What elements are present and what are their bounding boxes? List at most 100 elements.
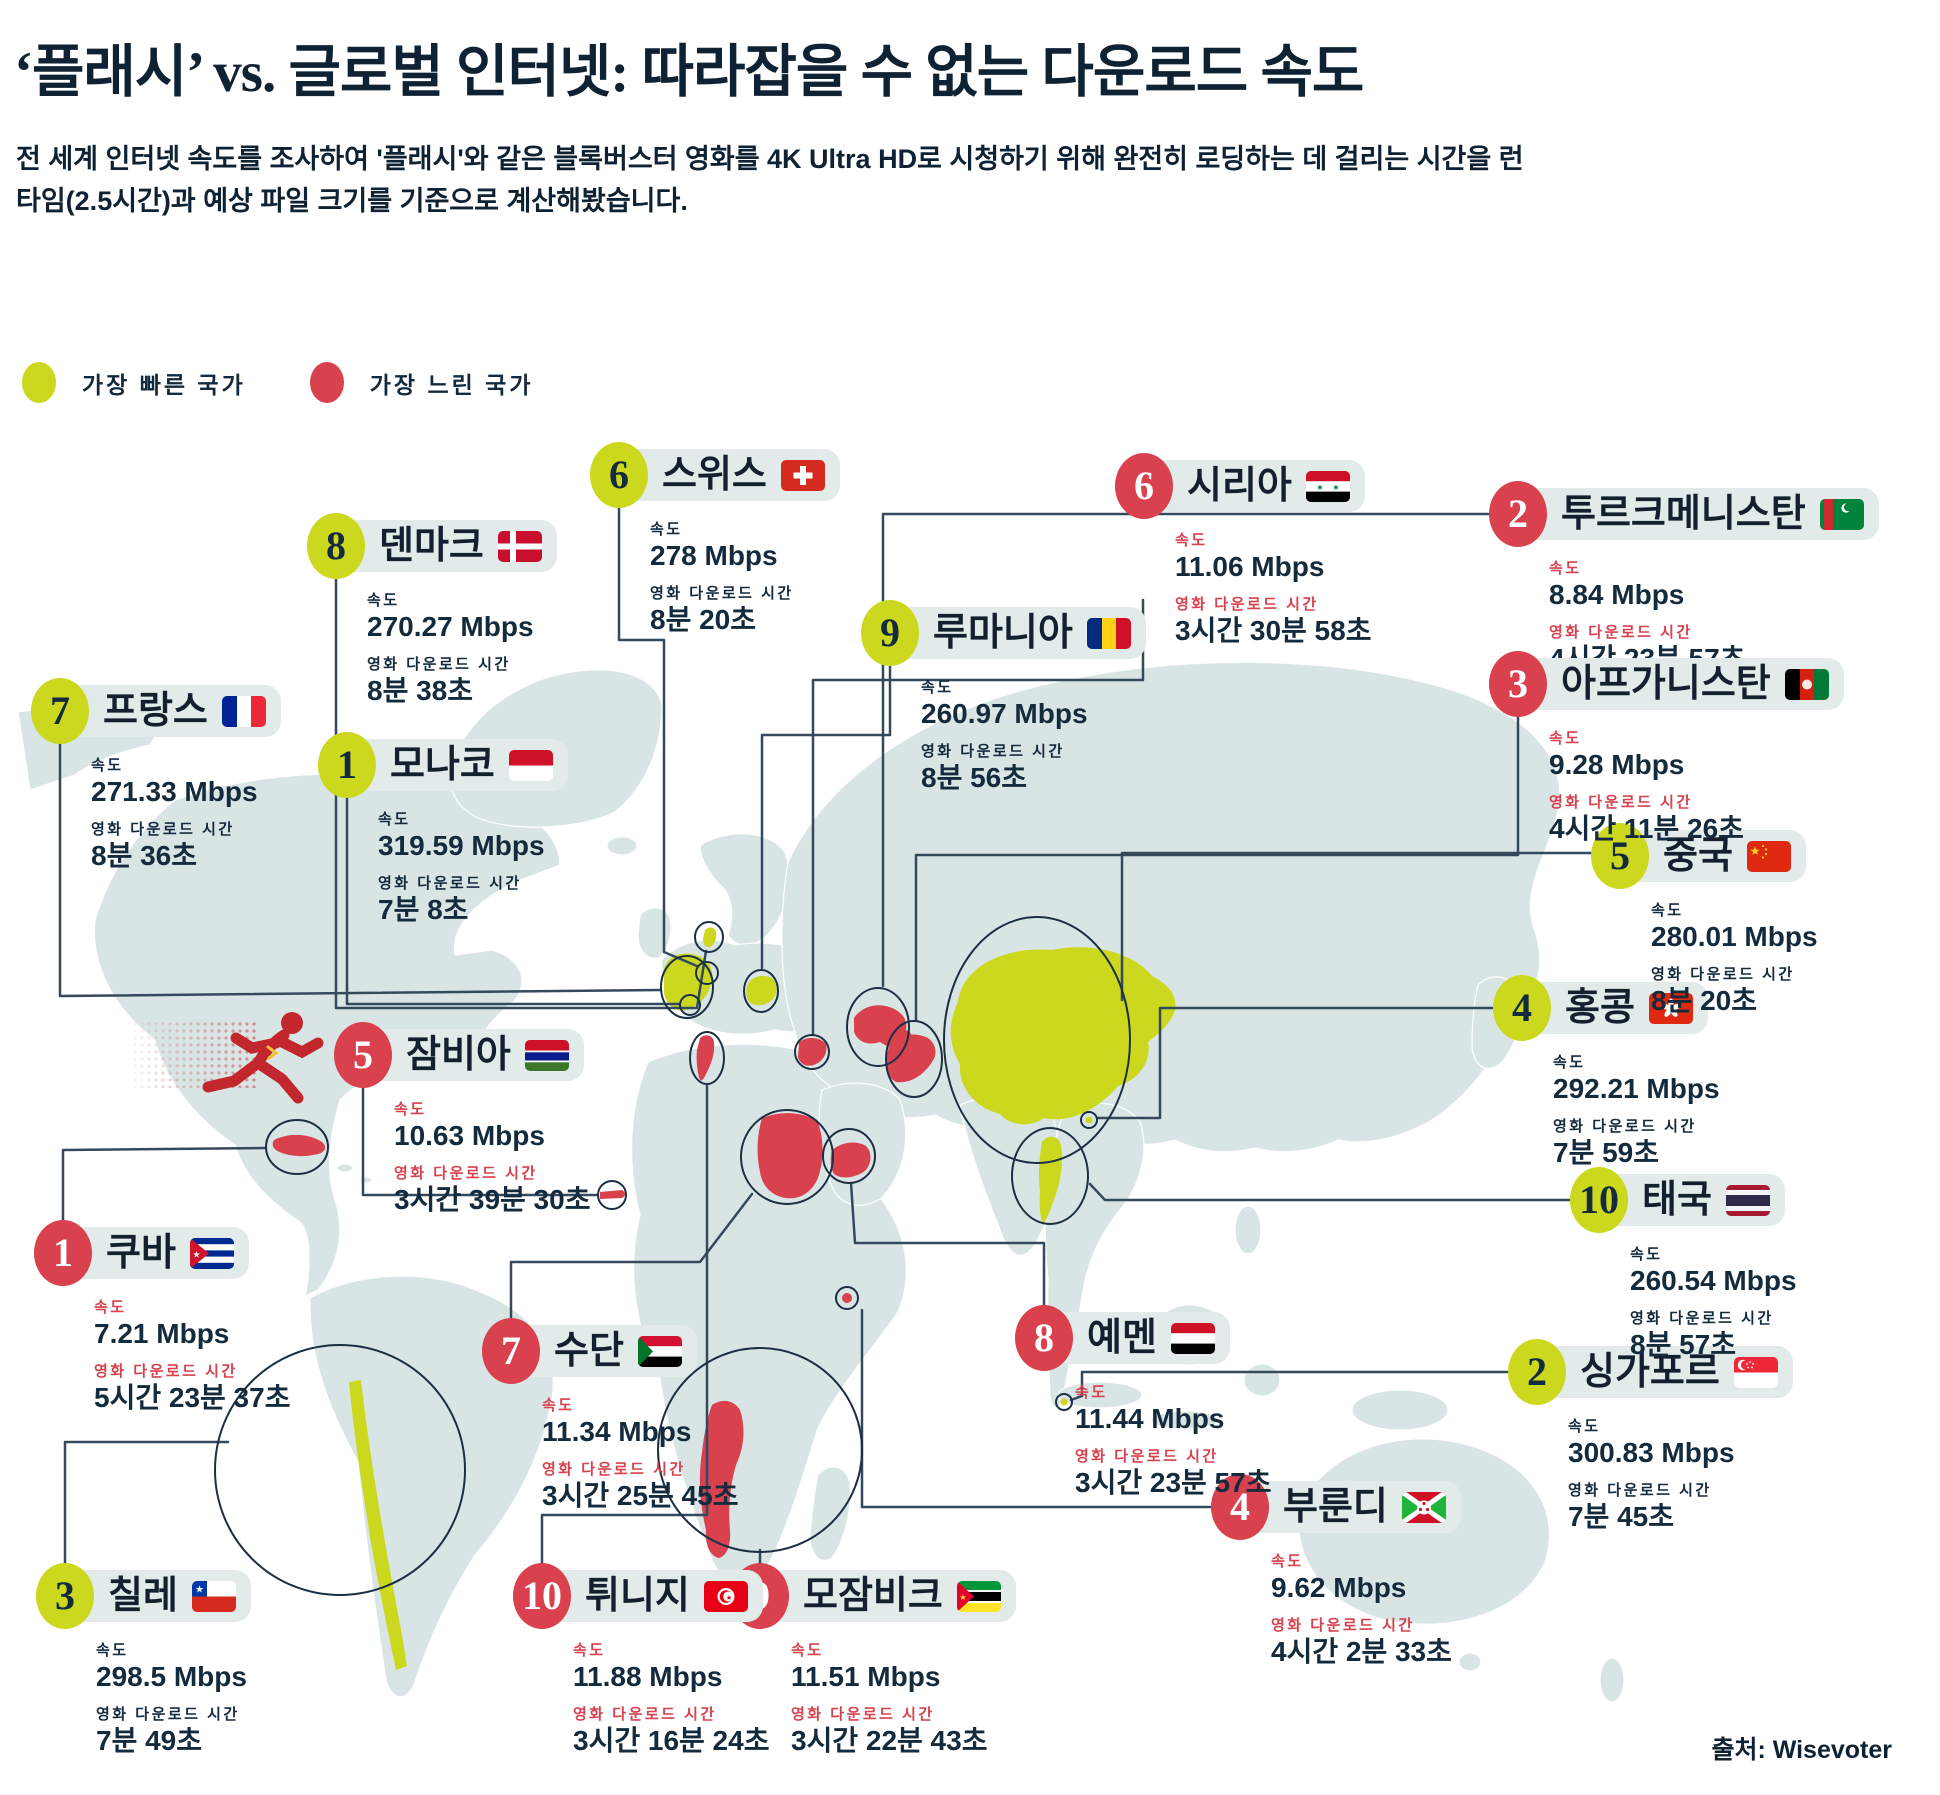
- speed-value: 11.44 Mbps: [1075, 1403, 1225, 1434]
- callout-body: 속도 11.06 Mbps 영화 다운로드 시간 3시간 30분 58초: [1175, 529, 1371, 647]
- speed-value: 9.62 Mbps: [1271, 1572, 1407, 1603]
- romania-country-shape: [746, 975, 777, 1006]
- turkmenistan-connector-line: [881, 512, 1491, 988]
- callout-body: 속도 270.27 Mbps 영화 다운로드 시간 8분 38초: [367, 589, 557, 707]
- speed-label: 속도: [378, 811, 411, 828]
- legend: 가장 빠른 국가 가장 느린 국가: [22, 362, 534, 403]
- legend-item-slow: 가장 느린 국가: [309, 362, 534, 403]
- callout-body: 속도 7.21 Mbps 영화 다운로드 시간 5시간 23분 37초: [94, 1296, 290, 1414]
- svg-text:★: ★: [1750, 844, 1761, 858]
- rank-badge: 6: [590, 442, 648, 508]
- legend-slow-label: 가장 느린 국가: [369, 371, 534, 398]
- speed-label: 속도: [96, 1642, 129, 1659]
- callout-body: 속도 11.44 Mbps 영화 다운로드 시간 3시간 23분 57초: [1075, 1381, 1271, 1499]
- france-flag-icon: [221, 695, 266, 727]
- rank-number: 3: [55, 1573, 75, 1618]
- country-callout-cuba: 1 쿠바 ★ 속도 7.21 Mbps 영화 다운로드 시간 5시간 23분 37초: [34, 1220, 290, 1414]
- france-connector-line: [58, 742, 662, 998]
- speed-label: 속도: [94, 1299, 127, 1316]
- country-name: 모나코: [390, 744, 495, 786]
- gambia-connector-line: [361, 1086, 599, 1197]
- speed-value: 7.21 Mbps: [94, 1318, 230, 1349]
- monaco-flag-icon: [508, 749, 553, 781]
- country-pill: 잠비아: [358, 1029, 584, 1081]
- hongkong-connector-line: [1096, 1006, 1495, 1120]
- callout-body: 속도 11.88 Mbps 영화 다운로드 시간 3시간 16분 24초: [573, 1639, 769, 1757]
- country-pill: 튀니지 ★: [537, 1570, 763, 1622]
- download-time-label: 영화 다운로드 시간: [1553, 1117, 1697, 1135]
- speed-value: 260.97 Mbps: [921, 698, 1088, 729]
- rank-badge: 5: [1591, 823, 1649, 889]
- country-name: 부룬디: [1283, 1486, 1388, 1528]
- china-flag-icon: ★: [1746, 840, 1791, 872]
- legend-fast-label: 가장 빠른 국가: [82, 371, 246, 398]
- rank-number: 8: [326, 523, 346, 568]
- country-pill: 아프가니스탄: [1513, 658, 1844, 710]
- country-name: 홍콩: [1565, 987, 1635, 1029]
- download-time-label: 영화 다운로드 시간: [94, 1362, 238, 1380]
- callout-header: 3 아프가니스탄: [1489, 651, 1844, 717]
- svg-text:★: ★: [1332, 483, 1339, 492]
- callout-header: 1 쿠바 ★: [34, 1220, 290, 1286]
- thailand-flag-icon: [1725, 1184, 1770, 1216]
- switzerland-map-circle: [695, 961, 719, 985]
- callout-body: 속도 260.97 Mbps 영화 다운로드 시간 8분 56초: [921, 676, 1146, 794]
- country-name: 아프가니스탄: [1561, 663, 1771, 705]
- rank-number: 7: [50, 688, 70, 733]
- callout-body: 속도 10.63 Mbps 영화 다운로드 시간 3시간 39분 30초: [394, 1098, 590, 1216]
- country-pill: 투르크메니스탄: [1513, 488, 1879, 540]
- slow-legend-dot-icon: [309, 362, 344, 403]
- callout-body: 속도 280.01 Mbps 영화 다운로드 시간 8분 20초: [1651, 899, 1818, 1017]
- speed-value: 278 Mbps: [650, 540, 778, 571]
- callout-header: 2 투르크메니스탄: [1489, 481, 1879, 547]
- download-time-value: 8분 20초: [650, 603, 757, 635]
- download-time-value: 7분 59초: [1553, 1136, 1660, 1168]
- rank-badge: 3: [1489, 651, 1547, 717]
- cuba-flag-icon: ★: [189, 1237, 234, 1269]
- switzerland-connector-line: [617, 506, 699, 968]
- turkmenistan-map-circle: [846, 987, 910, 1067]
- country-callout-thailand: 10 태국 속도 260.54 Mbps 영화 다운로드 시간 8분 57초: [1570, 1167, 1797, 1361]
- country-callout-afghanistan: 3 아프가니스탄 속도 9.28 Mbps 영화 다운로드 시간 4시간 11분 26초: [1489, 651, 1844, 845]
- rank-number: 7: [501, 1328, 521, 1373]
- hongkong-flag-icon: [1648, 992, 1693, 1024]
- speed-value: 11.51 Mbps: [791, 1661, 941, 1692]
- download-time-value: 8분 36초: [91, 839, 198, 871]
- download-time-label: 영화 다운로드 시간: [378, 874, 522, 892]
- flash-runner-icon: [202, 1012, 324, 1104]
- download-time-label: 영화 다운로드 시간: [394, 1164, 538, 1182]
- speed-label: 속도: [542, 1397, 575, 1414]
- callout-header: 6 시리아 ★ ★: [1115, 453, 1371, 519]
- rank-badge: 10: [513, 1563, 571, 1629]
- download-time-label: 영화 다운로드 시간: [1549, 623, 1693, 641]
- callout-body: 속도 11.34 Mbps 영화 다운로드 시간 3시간 25분 45초: [542, 1394, 738, 1512]
- callout-header: 1 모나코: [318, 732, 568, 798]
- download-time-value: 8분 57초: [1630, 1328, 1737, 1360]
- download-time-label: 영화 다운로드 시간: [96, 1705, 240, 1723]
- rank-number: 9: [880, 610, 900, 655]
- rank-number: 1: [53, 1230, 73, 1275]
- island-caribbean-1: [336, 1163, 354, 1173]
- country-callout-yemen: 8 예멘 속도 11.44 Mbps 영화 다운로드 시간 3시간 23분 57초: [1015, 1305, 1271, 1499]
- syria-map-circle: [794, 1034, 830, 1070]
- speed-value: 11.34 Mbps: [542, 1416, 692, 1447]
- rank-badge: 4: [1493, 975, 1551, 1041]
- source-credit: 출처: Wisevoter: [1711, 1736, 1892, 1764]
- country-pill: 홍콩: [1517, 982, 1708, 1034]
- rank-badge: 1: [34, 1220, 92, 1286]
- download-time-label: 영화 다운로드 시간: [1630, 1309, 1774, 1327]
- country-name: 스위스: [662, 454, 767, 496]
- callout-body: 속도 292.21 Mbps 영화 다운로드 시간 7분 59초: [1553, 1051, 1720, 1169]
- china-connector-line: [1120, 851, 1593, 1002]
- map-circles: [214, 916, 1131, 1596]
- legend-item-fast: 가장 빠른 국가: [22, 362, 246, 403]
- download-time-label: 영화 다운로드 시간: [1568, 1481, 1712, 1499]
- download-time-label: 영화 다운로드 시간: [367, 655, 511, 673]
- burundi-map-circle: [835, 1286, 859, 1310]
- mozambique-flag-icon: ★: [956, 1580, 1001, 1612]
- country-pill: 시리아 ★ ★: [1139, 460, 1365, 512]
- download-time-label: 영화 다운로드 시간: [1075, 1447, 1219, 1465]
- monaco-connector-line: [345, 796, 681, 1006]
- speed-label: 속도: [1271, 1553, 1304, 1570]
